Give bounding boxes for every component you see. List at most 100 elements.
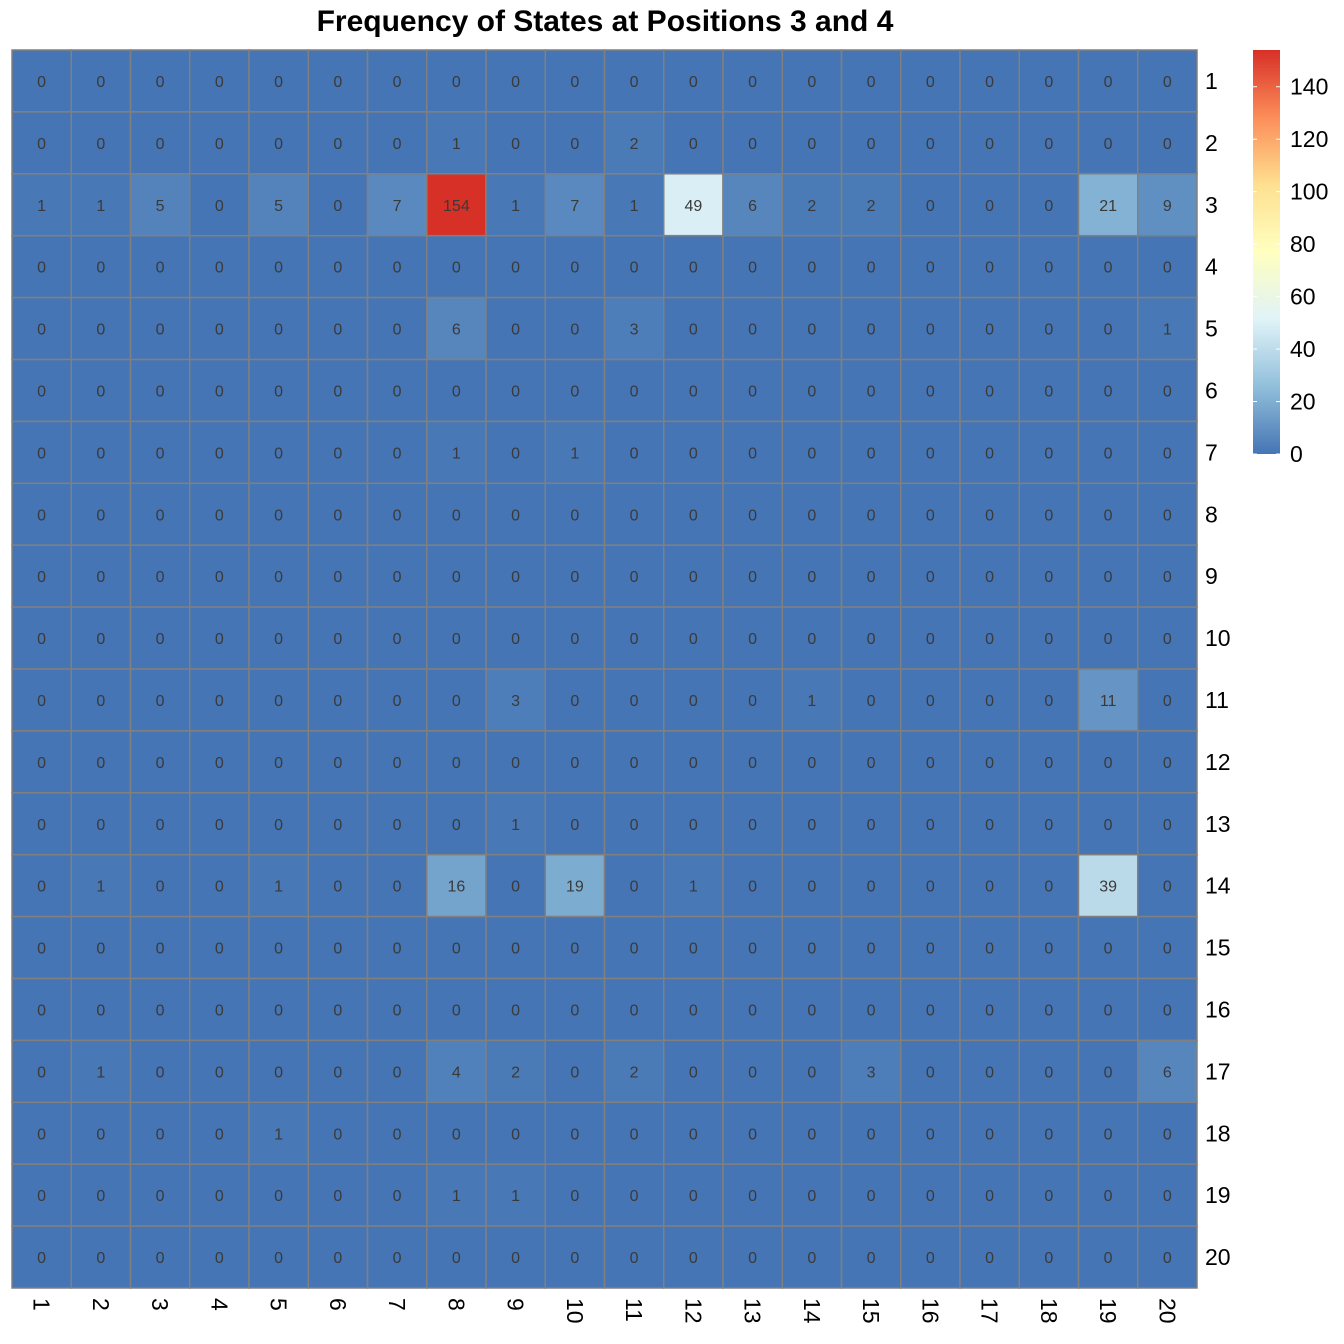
heatmap-cell: [129, 668, 191, 732]
cell-value-label: 0: [215, 817, 224, 834]
cell-value-label: 0: [1104, 755, 1113, 772]
cell-value-label: 0: [333, 1250, 342, 1267]
cell-value-label: 0: [274, 693, 283, 710]
heatmap-cell: [485, 111, 546, 175]
cell-value-label: 0: [630, 1002, 639, 1019]
cell-value-label: 0: [156, 693, 165, 710]
cell-value-label: 0: [37, 755, 46, 772]
cell-value-label: 0: [1163, 260, 1172, 277]
cell-value-label: 16: [447, 879, 465, 896]
heatmap-cell: [1018, 482, 1080, 546]
heatmap-cell: [189, 977, 250, 1042]
heatmap-cell: [781, 1225, 843, 1289]
heatmap-cell: [781, 482, 843, 546]
cell-value-label: 1: [511, 1188, 520, 1205]
heatmap-cell: [11, 420, 72, 485]
heatmap-cell: [129, 606, 191, 670]
cell-value-label: 3: [867, 1064, 876, 1081]
heatmap-cell: [840, 1039, 902, 1104]
heatmap-cell: [959, 792, 1020, 856]
cell-value-label: 0: [333, 941, 342, 958]
heatmap-cell: [603, 111, 665, 175]
column-label: 2: [88, 1298, 114, 1311]
cell-value-label: 0: [511, 136, 520, 153]
heatmap-cell: [366, 420, 428, 485]
heatmap-cell: [248, 606, 309, 670]
column-label: 19: [1095, 1298, 1121, 1324]
heatmap-cell: [722, 977, 783, 1042]
heatmap-cell: [900, 977, 961, 1042]
column-label: 8: [443, 1298, 469, 1311]
heatmap-cell: [248, 977, 309, 1042]
heatmap-cell: [248, 420, 309, 485]
cell-value-label: 21: [1099, 198, 1117, 215]
cell-value-label: 0: [926, 507, 935, 524]
cell-value-label: 0: [333, 507, 342, 524]
cell-value-label: 0: [1163, 445, 1172, 462]
heatmap-cell: [722, 730, 783, 794]
cell-value-label: 0: [748, 879, 757, 896]
cell-value-label: 1: [570, 445, 579, 462]
cell-value-label: 0: [570, 1188, 579, 1205]
heatmap-cell: [1077, 730, 1139, 794]
heatmap-cell: [11, 915, 72, 980]
cell-value-label: 0: [689, 1126, 698, 1143]
cell-value-label: 1: [452, 1188, 461, 1205]
heatmap-cell: [129, 111, 191, 175]
cell-value-label: 0: [333, 1064, 342, 1081]
cell-value-label: 0: [807, 136, 816, 153]
cell-value-label: 0: [867, 260, 876, 277]
cell-value-label: 0: [1104, 445, 1113, 462]
cell-value-label: 0: [96, 136, 105, 153]
cell-value-label: 0: [393, 322, 402, 339]
cell-value-label: 2: [630, 1064, 639, 1081]
cell-value-label: 0: [37, 1126, 46, 1143]
cell-value-label: 0: [807, 755, 816, 772]
cell-value-label: 0: [926, 1250, 935, 1267]
cell-value-label: 0: [748, 260, 757, 277]
cell-value-label: 0: [630, 260, 639, 277]
heatmap-cell: [900, 792, 961, 856]
cell-value-label: 0: [985, 693, 994, 710]
heatmap-cell: [129, 482, 191, 546]
cell-value-label: 0: [926, 569, 935, 586]
heatmap-cell: [248, 915, 309, 980]
column-label: 20: [1154, 1298, 1180, 1324]
heatmap-cell: [840, 1225, 902, 1289]
heatmap-cell: [129, 915, 191, 980]
cell-value-label: 0: [630, 383, 639, 400]
cell-value-label: 0: [985, 631, 994, 648]
column-label: 6: [325, 1298, 351, 1311]
cell-value-label: 0: [867, 1126, 876, 1143]
cell-value-label: 0: [156, 941, 165, 958]
heatmap-cell: [426, 1163, 487, 1227]
heatmap-cell: [1018, 234, 1080, 299]
heatmap-cell: [1137, 173, 1198, 237]
heatmap-cell: [663, 296, 724, 361]
cell-value-label: 0: [867, 817, 876, 834]
cell-value-label: 0: [96, 74, 105, 91]
column-label: 16: [917, 1298, 943, 1324]
cell-value-label: 0: [985, 569, 994, 586]
row-label: 4: [1205, 254, 1218, 280]
cell-value-label: 0: [452, 693, 461, 710]
cell-value-label: 0: [333, 569, 342, 586]
heatmap-cell: [485, 173, 546, 237]
cell-value-label: 0: [748, 322, 757, 339]
heatmap-cell: [248, 296, 309, 361]
cell-value-label: 0: [1044, 755, 1053, 772]
cell-value-label: 0: [985, 817, 994, 834]
heatmap-cell: [900, 234, 961, 299]
cell-value-label: 0: [867, 693, 876, 710]
cell-value-label: 0: [156, 136, 165, 153]
heatmap-cell: [70, 1039, 132, 1104]
heatmap-cell: [544, 606, 606, 670]
cell-value-label: 0: [867, 1188, 876, 1205]
cell-value-label: 0: [393, 1188, 402, 1205]
heatmap-cell: [603, 977, 665, 1042]
heatmap-cell: [426, 173, 487, 237]
cell-value-label: 0: [926, 1188, 935, 1205]
cell-value-label: 2: [511, 1064, 520, 1081]
heatmap-cell: [722, 1101, 783, 1165]
cell-value-label: 0: [867, 74, 876, 91]
